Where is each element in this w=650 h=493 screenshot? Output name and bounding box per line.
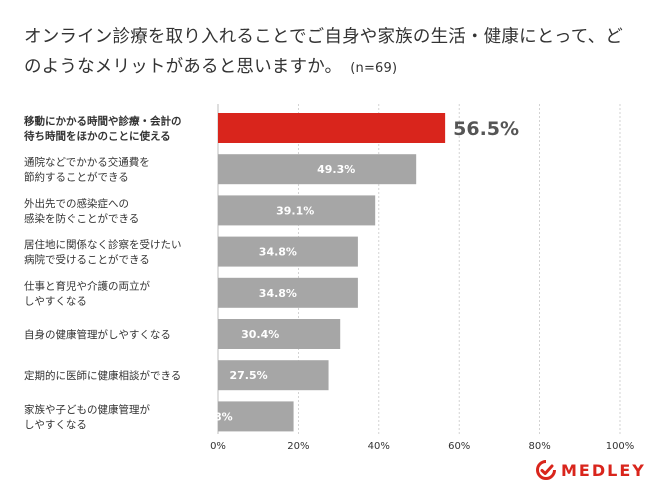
bar	[218, 113, 446, 143]
bar	[218, 236, 358, 267]
bar-value-label: 49.3%	[317, 163, 355, 176]
category-label: 居住地に関係なく診察を受けたい病院で受けることができる	[24, 238, 182, 266]
bar	[218, 277, 358, 308]
category-label: 外出先での感染症への感染を防ぐことができる	[24, 197, 139, 225]
bar	[218, 360, 329, 391]
sample-size-note: (n=69)	[350, 61, 398, 76]
x-tick-label: 100%	[606, 441, 635, 452]
bar-layer: 56.5% 49.3% 39.1% 34.8% 34.8% 30.4% 27.5% 18.8%	[194, 113, 519, 432]
x-tick-label: 80%	[528, 441, 550, 452]
x-tick-layer: 0% 20% 40% 60% 80% 100%	[210, 441, 634, 452]
chart-title: オンライン診療を取り入れることでご自身や家族の生活・健康にとって、どのようなメリ…	[24, 22, 634, 84]
bar-value-label: 34.8%	[259, 246, 297, 259]
category-label: 通院などでかかる交通費を節約することができる	[24, 156, 150, 184]
x-tick-label: 20%	[287, 441, 309, 452]
bar	[218, 195, 376, 226]
category-label: 仕事と育児や介護の両立がしやすくなる	[24, 279, 150, 307]
bar-value-label: 39.1%	[276, 204, 314, 217]
x-tick-label: 40%	[368, 441, 390, 452]
medley-logo-mark-icon	[536, 460, 556, 480]
bar	[218, 401, 294, 432]
bar-value-label: 30.4%	[241, 328, 279, 341]
medley-logo: MEDLEY	[536, 458, 646, 482]
bar-value-label: 27.5%	[229, 369, 267, 382]
title-text: オンライン診療を取り入れることでご自身や家族の生活・健康にとって、どのようなメリ…	[24, 27, 623, 77]
category-label: 自身の健康管理がしやすくなる	[24, 328, 171, 341]
x-tick-label: 0%	[210, 441, 226, 452]
logo-text: MEDLEY	[561, 460, 646, 480]
bar	[218, 319, 341, 349]
bar	[218, 154, 417, 185]
category-label: 定期的に医師に健康相談ができる	[24, 369, 181, 382]
category-label-layer: 移動にかかる時間や診療・会計の待ち時間をほかのことに使える通院などでかかる交通費…	[24, 115, 182, 431]
category-label: 家族や子どもの健康管理がしやすくなる	[24, 403, 150, 431]
bar-value-label: 34.8%	[259, 287, 297, 300]
bar-value-label: 18.8%	[194, 410, 232, 423]
bar-value-label: 56.5%	[453, 118, 519, 140]
category-label: 移動にかかる時間や診療・会計の待ち時間をほかのことに使える	[24, 115, 182, 143]
x-tick-label: 60%	[448, 441, 470, 452]
